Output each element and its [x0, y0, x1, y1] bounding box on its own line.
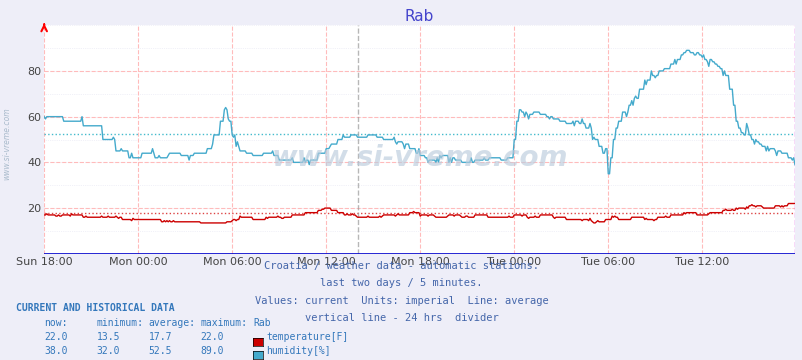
Text: 17.7: 17.7: [148, 332, 172, 342]
Text: vertical line - 24 hrs  divider: vertical line - 24 hrs divider: [304, 313, 498, 323]
Text: average:: average:: [148, 318, 196, 328]
Text: 89.0: 89.0: [200, 346, 224, 356]
Text: CURRENT AND HISTORICAL DATA: CURRENT AND HISTORICAL DATA: [16, 303, 175, 314]
Text: Values: current  Units: imperial  Line: average: Values: current Units: imperial Line: av…: [254, 296, 548, 306]
Text: 52.5: 52.5: [148, 346, 172, 356]
Text: 38.0: 38.0: [44, 346, 67, 356]
Text: www.si-vreme.com: www.si-vreme.com: [2, 108, 11, 180]
Title: Rab: Rab: [404, 9, 434, 24]
Text: now:: now:: [44, 318, 67, 328]
Text: Rab: Rab: [253, 318, 270, 328]
Text: maximum:: maximum:: [200, 318, 248, 328]
Text: 32.0: 32.0: [96, 346, 119, 356]
Text: www.si-vreme.com: www.si-vreme.com: [271, 144, 567, 172]
Text: Croatia / weather data - automatic stations.: Croatia / weather data - automatic stati…: [264, 261, 538, 271]
Text: humidity[%]: humidity[%]: [266, 346, 330, 356]
Text: minimum:: minimum:: [96, 318, 144, 328]
Text: 13.5: 13.5: [96, 332, 119, 342]
Text: last two days / 5 minutes.: last two days / 5 minutes.: [320, 278, 482, 288]
Text: temperature[F]: temperature[F]: [266, 332, 348, 342]
Text: 22.0: 22.0: [44, 332, 67, 342]
Text: 22.0: 22.0: [200, 332, 224, 342]
